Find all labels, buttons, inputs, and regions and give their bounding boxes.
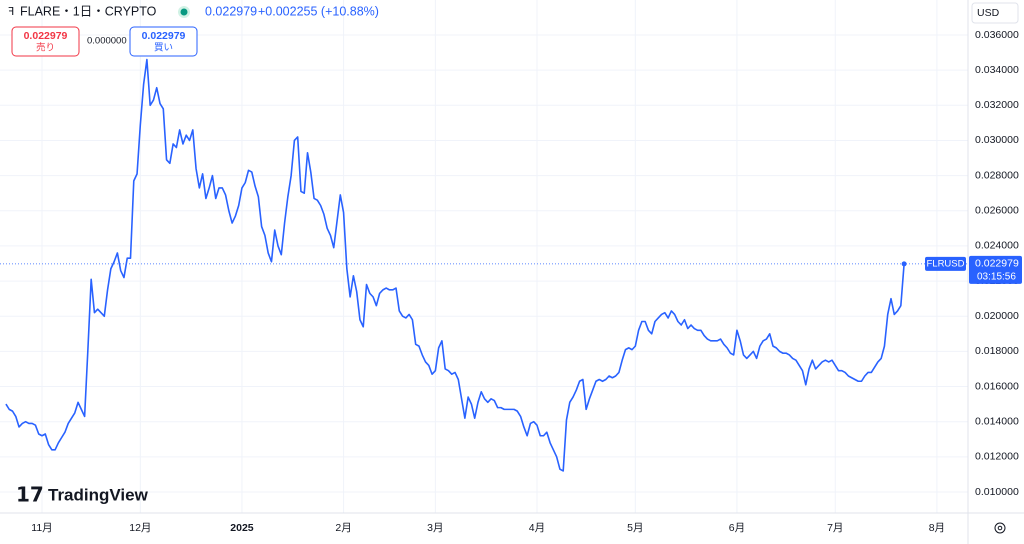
x-tick-label: 11月 xyxy=(31,522,52,534)
y-tick-label: 0.016000 xyxy=(975,380,1019,392)
settings-button[interactable] xyxy=(994,522,1006,534)
x-tick-label: 12月 xyxy=(129,522,151,534)
price-line xyxy=(5,58,905,472)
symbol: FLARE・1日・CRYPTO xyxy=(20,4,157,18)
y-tick-label: 0.020000 xyxy=(975,310,1019,322)
buy-button[interactable] xyxy=(129,26,198,57)
sell-label: 売り xyxy=(36,42,55,54)
y-tick-label: 0.028000 xyxy=(975,169,1019,181)
ticker-label: FLRUSD xyxy=(926,258,964,269)
buy-price: 0.022979 xyxy=(142,30,186,42)
market-status-dot xyxy=(180,8,188,16)
y-tick-label: 0.032000 xyxy=(975,99,1019,111)
y-tick-label: 0.024000 xyxy=(975,240,1019,252)
sell-price: 0.022979 xyxy=(24,30,68,42)
tv-logo-text: TradingView xyxy=(48,485,149,504)
price-labels: FLRUSD 0.022979 03:15:56 xyxy=(925,255,1022,284)
plot xyxy=(0,58,968,472)
y-tick-label: 0.014000 xyxy=(975,415,1019,427)
countdown: 03:15:56 xyxy=(977,272,1016,283)
y-tick-label: 0.034000 xyxy=(975,64,1019,76)
x-tick-label: 7月 xyxy=(827,522,843,534)
y-tick-label: 0.026000 xyxy=(975,205,1019,217)
x-tick-label: 5月 xyxy=(627,522,643,534)
y-tick-label: 0.036000 xyxy=(975,29,1019,41)
price-tag xyxy=(969,255,1022,284)
currency: USD xyxy=(977,7,1000,19)
ticker-tag xyxy=(925,256,966,271)
price-tag-label: 0.022979 xyxy=(975,258,1019,270)
tv-logo-mark: 𝟭𝟳 xyxy=(16,484,44,506)
x-tick-label: 2025 xyxy=(230,522,254,534)
price-change: +0.002255 (+10.88%) xyxy=(258,4,379,18)
last-point xyxy=(901,261,907,267)
x-tick-label: 8月 xyxy=(929,522,945,534)
logo-icon: ꟻ xyxy=(8,6,14,18)
last-price: 0.022979 xyxy=(205,4,257,18)
x-tick-label: 2月 xyxy=(335,522,351,534)
currency-button[interactable] xyxy=(971,2,1019,24)
sell-button[interactable] xyxy=(11,26,80,57)
x-tick-label: 4月 xyxy=(529,522,545,534)
y-tick-label: 0.030000 xyxy=(975,134,1019,146)
settings-icon xyxy=(997,525,1003,531)
x-tick-label: 3月 xyxy=(427,522,443,534)
y-tick-label: 0.010000 xyxy=(975,486,1019,498)
x-tick-label: 6月 xyxy=(729,522,745,534)
buy-label: 買い xyxy=(154,43,173,54)
y-tick-label: 0.018000 xyxy=(975,345,1019,357)
y-tick-label: 0.012000 xyxy=(975,451,1019,463)
spread: 0.000000 xyxy=(87,36,127,47)
